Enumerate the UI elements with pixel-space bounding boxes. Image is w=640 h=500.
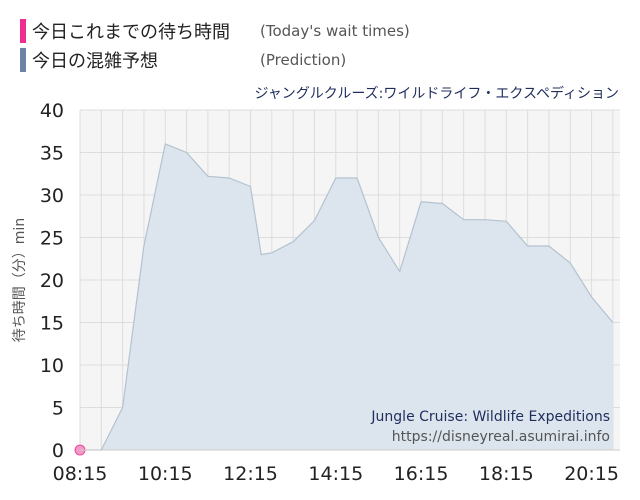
legend-swatch-today <box>20 19 26 43</box>
y-tick-label: 40 <box>40 100 64 122</box>
y-tick-label: 0 <box>52 440 64 462</box>
y-tick-label: 30 <box>40 185 64 207</box>
x-axis: 08:15 10:15 12:15 14:15 16:15 18:15 20:15 <box>53 449 620 485</box>
x-tick-label: 12:15 <box>223 463 278 485</box>
chart-title: ジャングルクルーズ:ワイルドライフ・エクスペディション <box>254 85 619 102</box>
y-tick-label: 15 <box>40 313 64 335</box>
x-tick-label: 10:15 <box>138 463 193 485</box>
x-tick-label: 20:15 <box>564 463 619 485</box>
legend-label-today: 今日これまでの待ち時間 <box>32 22 230 43</box>
x-tick-label: 08:15 <box>53 463 108 485</box>
watermark-url: https://disneyreal.asumirai.info <box>392 429 610 445</box>
y-tick-label: 10 <box>40 355 64 377</box>
watermark-title: Jungle Cruise: Wildlife Expeditions <box>370 409 610 425</box>
legend-item-prediction: 今日の混雑予想 (Prediction) <box>20 47 346 73</box>
x-tick-label: 16:15 <box>394 463 449 485</box>
legend-item-today: 今日これまでの待ち時間 (Today's wait times) <box>20 18 410 44</box>
legend-sub-today: (Today's wait times) <box>260 22 410 40</box>
y-tick-label: 35 <box>40 143 64 165</box>
y-tick-label: 5 <box>52 398 64 420</box>
y-tick-label: 20 <box>40 270 64 292</box>
legend-label-prediction: 今日の混雑予想 <box>32 51 158 72</box>
legend-sub-prediction: (Prediction) <box>260 51 347 69</box>
series-layer <box>74 143 614 456</box>
x-tick-label: 14:15 <box>308 463 363 485</box>
legend-swatch-prediction <box>20 48 26 72</box>
prediction-area <box>80 144 613 450</box>
y-tick-label: 25 <box>40 228 64 250</box>
y-axis-label: 待ち時間（分）min <box>12 218 28 342</box>
prediction-line <box>80 143 614 451</box>
x-tick-label: 18:15 <box>479 463 534 485</box>
y-axis: 0 5 10 15 20 25 30 35 40 <box>40 100 64 462</box>
